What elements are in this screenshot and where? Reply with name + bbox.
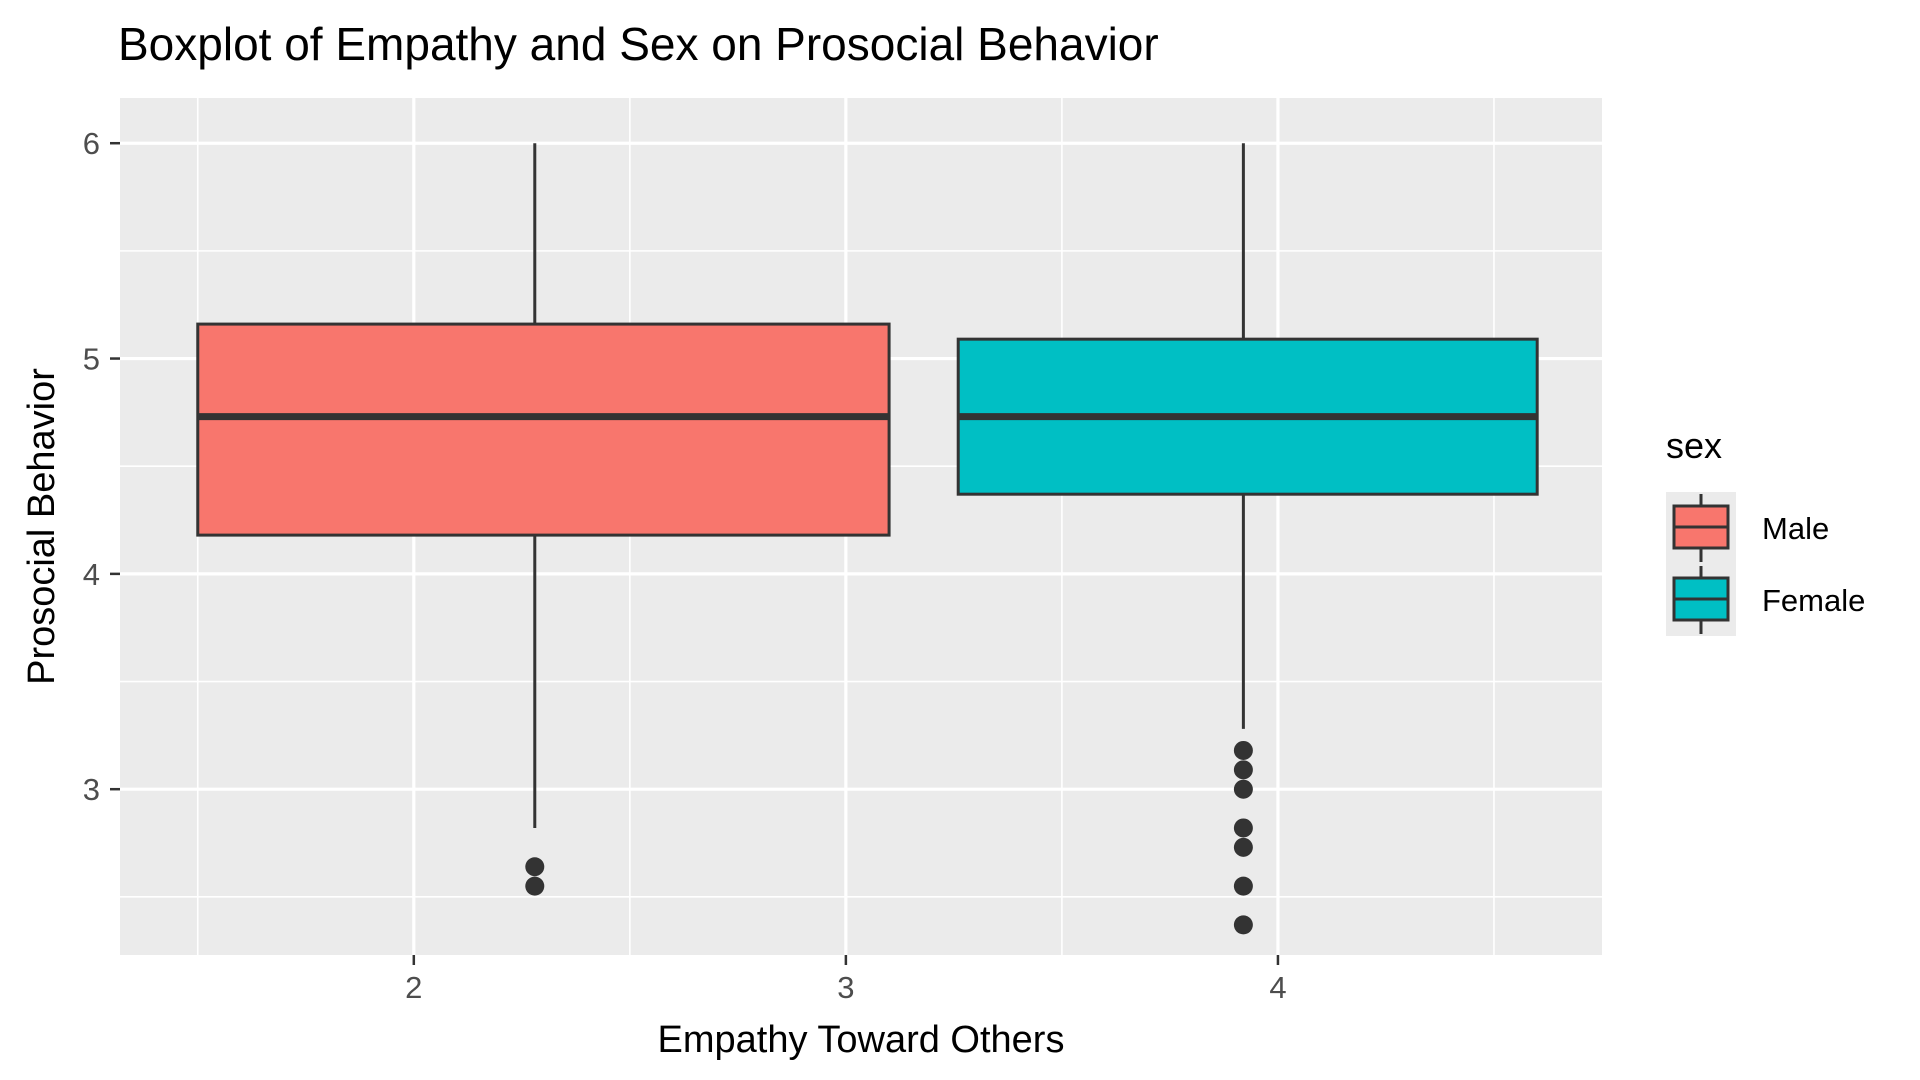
legend-label: Female [1762,583,1865,618]
chart-title: Boxplot of Empathy and Sex on Prosocial … [118,18,1159,70]
x-axis-label: Empathy Toward Others [658,1019,1065,1061]
y-axis: 3 4 5 6 [83,126,120,807]
boxplots [196,143,1539,935]
box [196,322,891,537]
x-tick-label: 4 [1269,970,1286,1005]
y-tick-label: 3 [83,772,100,807]
y-tick-label: 4 [83,557,100,592]
outlier-point [1233,915,1253,935]
legend-title: sex [1666,425,1722,466]
outlier-point [525,876,545,896]
y-tick-label: 6 [83,126,100,161]
legend-label: Male [1762,511,1829,546]
x-tick-label: 3 [837,970,854,1005]
x-axis: 2 3 4 [405,955,1287,1005]
outlier-point [1233,779,1253,799]
outlier-point [525,857,545,877]
boxplot-female [956,143,1539,935]
legend-item-male: Male [1666,492,1829,564]
legend-item-female: Female [1666,564,1865,636]
x-tick-label: 2 [405,970,422,1005]
outlier-point [1233,876,1253,896]
legend: sex Male Female [1666,425,1865,636]
outlier-point [1233,818,1253,838]
outlier-point [1233,740,1253,760]
boxplot-male [196,143,891,896]
outlier-point [1233,837,1253,857]
y-tick-label: 5 [83,342,100,377]
outlier-point [1233,760,1253,780]
y-axis-label: Prosocial Behavior [21,368,63,685]
